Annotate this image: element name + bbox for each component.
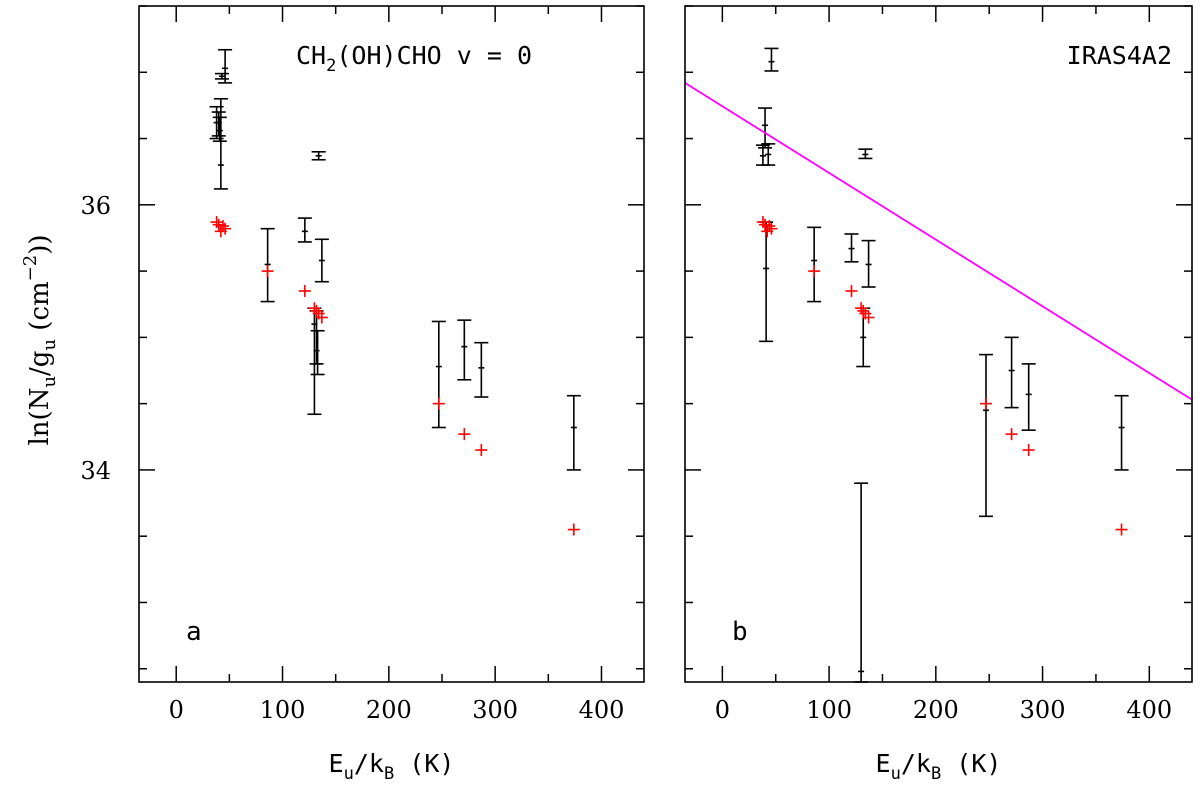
data-point-model xyxy=(862,311,875,324)
x-tick-label: 0 xyxy=(169,696,184,724)
panel-b-frame xyxy=(684,5,1193,683)
x-tick-label: 200 xyxy=(366,696,412,724)
data-point-model xyxy=(756,216,769,229)
data-point-model xyxy=(857,304,870,317)
x-tick-label: 300 xyxy=(1020,696,1066,724)
panel-a-label: a xyxy=(186,617,202,647)
x-tick-label: 400 xyxy=(579,696,625,724)
data-point-model xyxy=(1005,428,1018,441)
data-point-model xyxy=(216,220,229,233)
x-tick-label: 300 xyxy=(472,696,518,724)
panel-b-x-axis-label: Eu/kB (K) xyxy=(876,749,1002,784)
data-point-model xyxy=(298,284,311,297)
x-tick-label: 100 xyxy=(260,696,306,724)
data-point-model xyxy=(210,216,223,229)
x-tick-label: 0 xyxy=(715,696,730,724)
data-point-model xyxy=(432,397,445,410)
panel-b: 0 100 200 300 400 IRAS4A2 b Eu/kB (K) xyxy=(684,5,1193,784)
panel-a-marks xyxy=(209,48,581,536)
panel-a-x-axis-label: Eu/kB (K) xyxy=(329,749,455,784)
y-tick-label: 36 xyxy=(80,192,111,220)
panel-b-label: b xyxy=(732,617,748,647)
data-point-model xyxy=(808,265,821,278)
data-point-model xyxy=(310,304,323,317)
y-tick-label: 34 xyxy=(80,457,111,485)
y-axis-label: ln(Nu/gu (cm−2)) xyxy=(20,234,60,445)
panel-a-tick-labels: 0 100 200 300 400 34 36 xyxy=(80,192,624,724)
data-point-model xyxy=(765,222,778,235)
data-point-model xyxy=(458,428,471,441)
data-point-model xyxy=(845,284,858,297)
data-point-model xyxy=(219,222,232,235)
data-point-model xyxy=(475,444,488,457)
panel-b-title: IRAS4A2 xyxy=(1067,41,1172,70)
data-point-model xyxy=(261,265,274,278)
panel-b-tick-labels: 0 100 200 300 400 xyxy=(715,696,1172,724)
data-point-model xyxy=(315,311,328,324)
panel-a: 0 100 200 300 400 34 36 CH2(OH)CHO v = 0 a Eu/… xyxy=(80,5,645,784)
x-tick-label: 400 xyxy=(1126,696,1172,724)
data-point-model xyxy=(979,397,992,410)
data-point-model xyxy=(1115,523,1128,536)
panel-a-title: CH2(OH)CHO v = 0 xyxy=(296,41,532,76)
x-tick-label: 100 xyxy=(806,696,852,724)
data-point-model xyxy=(1022,444,1035,457)
fit-line xyxy=(684,82,1193,401)
data-point-model xyxy=(763,220,776,233)
data-point-model xyxy=(567,523,580,536)
panel-b-marks xyxy=(684,47,1193,683)
x-tick-label: 200 xyxy=(913,696,959,724)
panel-a-frame xyxy=(138,5,645,683)
